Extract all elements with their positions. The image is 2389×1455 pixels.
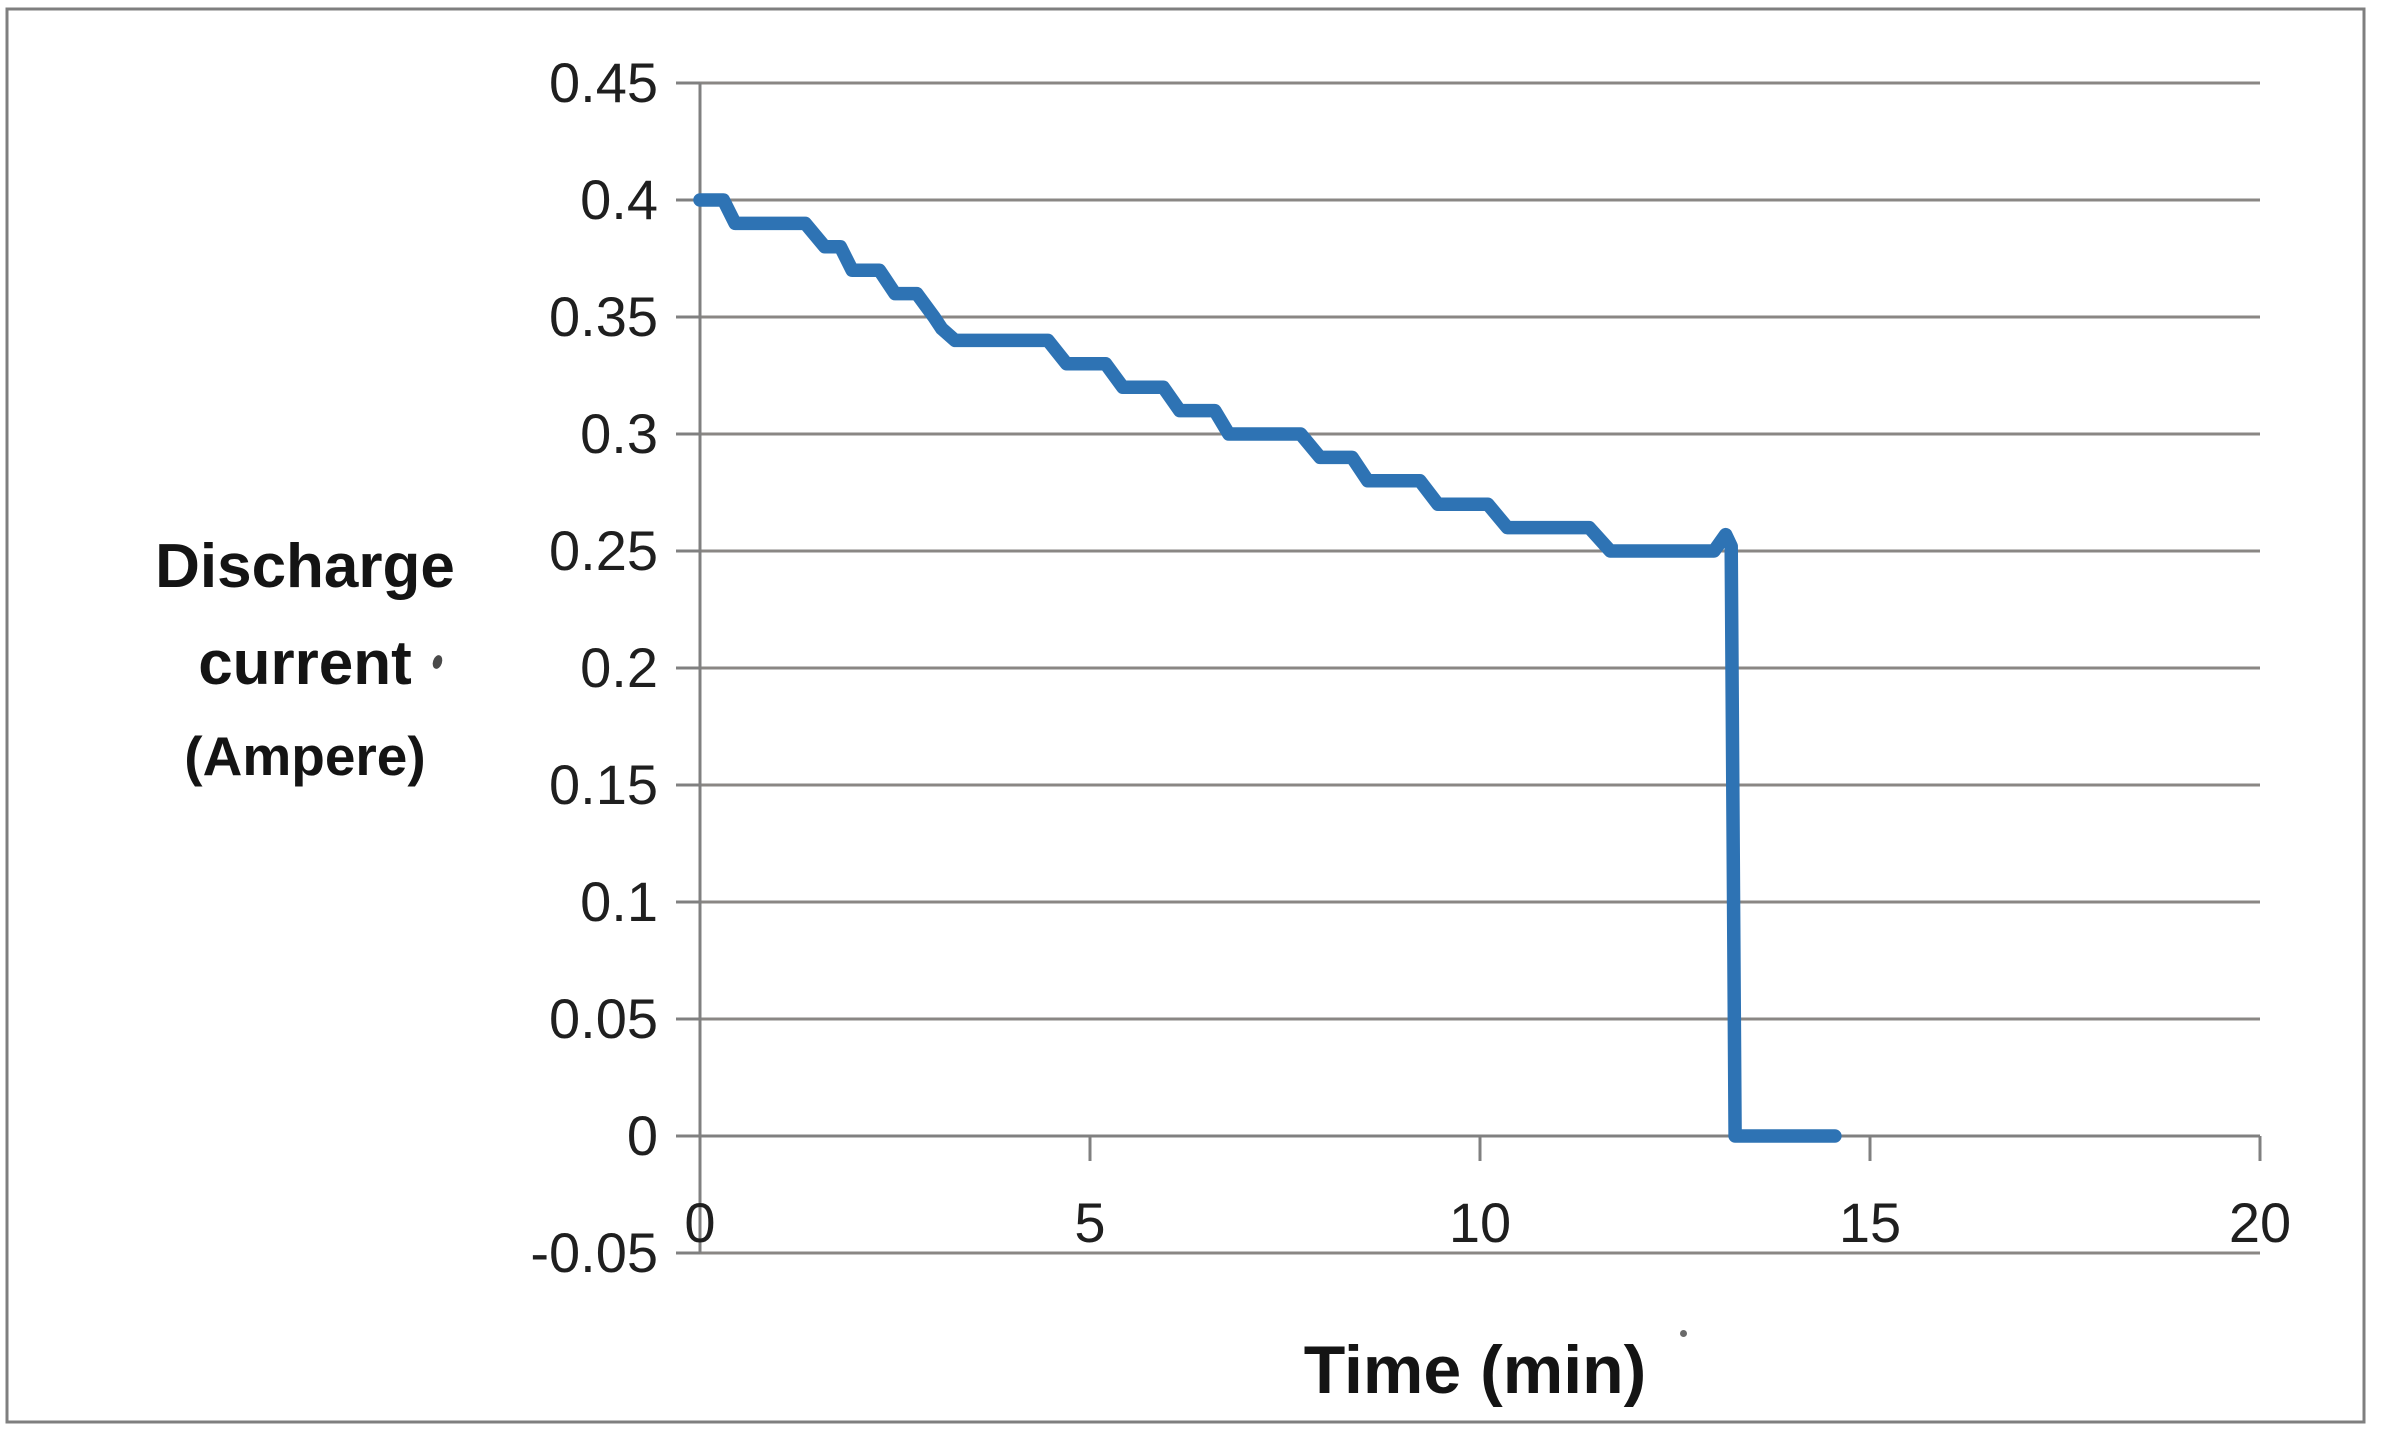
stray-mark	[1680, 1330, 1687, 1337]
x-tick-label: 5	[1074, 1191, 1106, 1254]
x-tick-label: 10	[1448, 1191, 1512, 1254]
y-tick-label: 0.4	[580, 168, 658, 231]
y-tick-label: 0.05	[549, 987, 658, 1050]
x-tick-label: 15	[1838, 1191, 1902, 1254]
y-axis-title: Discharge current (Ampere)	[70, 518, 540, 800]
x-axis-title: Time (min)	[1303, 1332, 1647, 1408]
y-axis-title-line3: (Ampere)	[184, 725, 426, 787]
y-tick-label: 0.3	[580, 402, 658, 465]
y-tick-label: 0.1	[580, 870, 658, 933]
series-line-discharge-current	[693, 193, 1842, 1143]
y-tick-label: 0.45	[549, 51, 658, 114]
y-axis-title-line2: current	[198, 629, 412, 698]
y-tick-label: 0.25	[549, 519, 658, 582]
y-tick-label: 0.2	[580, 636, 658, 699]
y-tick-label: 0	[626, 1104, 658, 1167]
x-tick-label: 0	[684, 1191, 716, 1254]
figure-border	[5, 7, 2366, 1424]
y-tick-label: 0.35	[549, 285, 658, 348]
y-tick-label: 0.15	[549, 753, 658, 816]
y-axis-title-line1: Discharge	[155, 532, 455, 601]
y-tick-label: -0.05	[530, 1221, 658, 1284]
x-tick-label: 20	[2228, 1191, 2292, 1254]
